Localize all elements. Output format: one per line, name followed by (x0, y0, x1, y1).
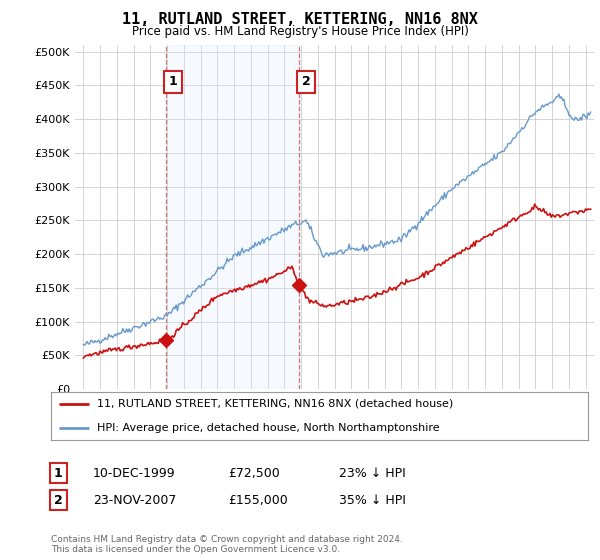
Text: £155,000: £155,000 (228, 493, 288, 507)
Text: 23-NOV-2007: 23-NOV-2007 (93, 493, 176, 507)
Text: 1: 1 (169, 76, 178, 88)
Bar (166, 45, 299, 389)
Text: 11, RUTLAND STREET, KETTERING, NN16 8NX: 11, RUTLAND STREET, KETTERING, NN16 8NX (122, 12, 478, 27)
Text: 2: 2 (302, 76, 311, 88)
Text: £72,500: £72,500 (228, 466, 280, 480)
Text: 23% ↓ HPI: 23% ↓ HPI (339, 466, 406, 480)
Text: Contains HM Land Registry data © Crown copyright and database right 2024.
This d: Contains HM Land Registry data © Crown c… (51, 535, 403, 554)
Text: 2: 2 (54, 493, 63, 507)
Text: Price paid vs. HM Land Registry's House Price Index (HPI): Price paid vs. HM Land Registry's House … (131, 25, 469, 38)
Text: 10-DEC-1999: 10-DEC-1999 (93, 466, 176, 480)
Text: 35% ↓ HPI: 35% ↓ HPI (339, 493, 406, 507)
Text: 11, RUTLAND STREET, KETTERING, NN16 8NX (detached house): 11, RUTLAND STREET, KETTERING, NN16 8NX … (97, 399, 453, 409)
Text: HPI: Average price, detached house, North Northamptonshire: HPI: Average price, detached house, Nort… (97, 423, 439, 433)
Text: 1: 1 (54, 466, 63, 480)
